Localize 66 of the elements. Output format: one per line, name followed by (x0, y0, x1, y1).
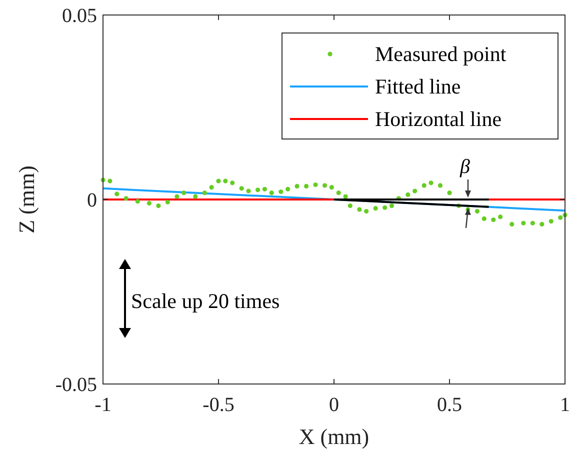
point (108, 178, 112, 184)
point (406, 192, 410, 198)
y-tick-label: 0.05 (62, 5, 97, 27)
point (447, 190, 452, 196)
y-tick-label: -0.05 (55, 374, 97, 396)
point (498, 214, 503, 220)
x-tick-label: -0.5 (202, 394, 234, 416)
point (262, 186, 267, 192)
legend-label: Measured point (375, 42, 506, 66)
point (286, 186, 290, 192)
point (135, 199, 140, 204)
point (343, 194, 348, 199)
legend-label: Fitted line (375, 74, 461, 98)
point (521, 220, 526, 226)
point (364, 209, 369, 214)
point (357, 207, 362, 212)
point (278, 189, 284, 194)
point (491, 217, 496, 222)
point (348, 203, 352, 208)
point (422, 183, 426, 188)
point (438, 183, 443, 188)
point (382, 205, 388, 210)
point (329, 185, 334, 190)
point (313, 182, 318, 188)
point (412, 188, 418, 194)
point (540, 222, 544, 227)
point (474, 209, 480, 214)
annotation: Scale up 20 times (131, 289, 280, 313)
point (246, 188, 251, 194)
y-tick-label: 0 (87, 190, 97, 212)
point (530, 220, 535, 226)
point (156, 203, 161, 208)
point (294, 184, 300, 189)
point (174, 194, 180, 199)
point (558, 215, 563, 220)
annotation: β (458, 156, 470, 178)
y-axis-title: Z (mm) (14, 166, 39, 234)
point (202, 190, 207, 196)
point (336, 190, 341, 196)
point (230, 180, 235, 186)
point (304, 184, 309, 189)
point (124, 196, 128, 201)
x-tick-label: 0 (329, 394, 339, 416)
point (510, 222, 514, 227)
point (255, 188, 260, 192)
point (193, 194, 198, 199)
point (146, 200, 152, 206)
legend-label: Horizontal line (375, 107, 502, 131)
point (428, 180, 434, 186)
point (114, 192, 120, 196)
x-tick-label: -1 (94, 394, 112, 416)
point (209, 185, 214, 190)
point (373, 206, 378, 211)
point (322, 183, 328, 188)
point (482, 216, 486, 221)
x-axis-title: X (mm) (298, 424, 370, 449)
point (216, 178, 221, 184)
point (223, 178, 228, 184)
point (165, 200, 170, 204)
x-tick-label: 1 (560, 394, 570, 416)
point (548, 218, 554, 224)
x-tick-label: 0.5 (437, 394, 462, 416)
point (389, 203, 394, 208)
point (182, 190, 186, 196)
point (239, 186, 244, 191)
point (269, 190, 274, 196)
